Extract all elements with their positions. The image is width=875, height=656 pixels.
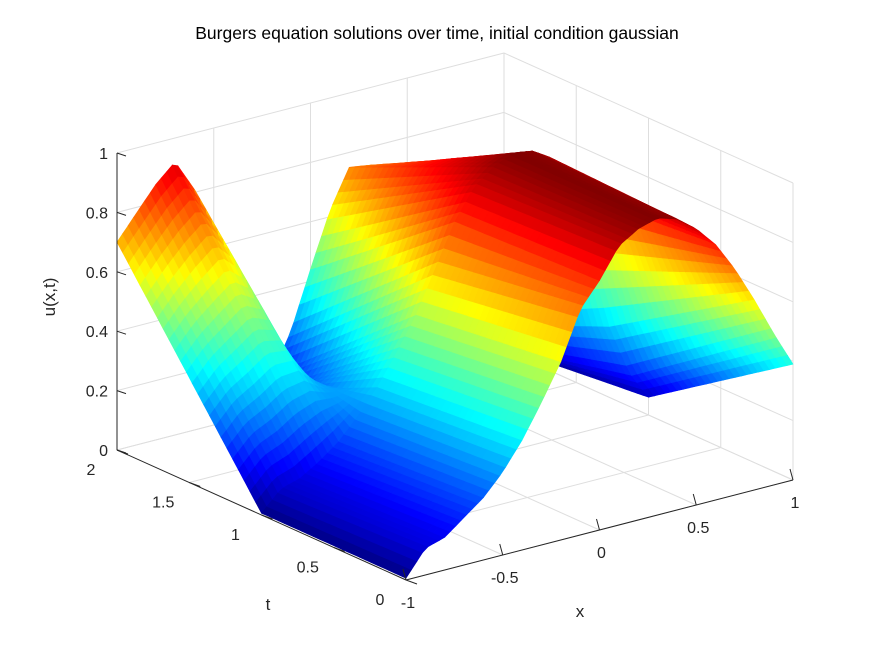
t-tick-mark <box>261 514 273 520</box>
x-tick-label: 0.5 <box>687 520 709 537</box>
z-tick-label: 0.4 <box>86 324 108 341</box>
surface-patch <box>781 355 794 366</box>
t-tick-label: 1.5 <box>152 495 174 512</box>
chart-title: Burgers equation solutions over time, in… <box>195 23 678 43</box>
z-tick-label: 1 <box>99 146 108 163</box>
x-tick-label: -1 <box>401 595 415 612</box>
x-tick-mark <box>499 543 504 556</box>
t-tick-mark <box>189 482 201 487</box>
t-tick-mark <box>405 579 418 585</box>
side-wall-gridline-z <box>503 111 794 243</box>
z-axis-label: u(x,t) <box>40 278 59 317</box>
z-tick-label: 0 <box>99 443 108 460</box>
z-tick-label: 0.6 <box>86 265 108 282</box>
x-tick-label: 1 <box>791 495 800 512</box>
surface-layer <box>116 150 794 579</box>
t-tick-label: 0.5 <box>297 560 319 577</box>
x-tick-mark <box>692 493 697 506</box>
t-tick-label: 0 <box>376 592 385 609</box>
x-tick-mark <box>402 568 407 581</box>
t-tick-label: 1 <box>231 527 240 544</box>
z-tick-label: 0.2 <box>86 384 108 401</box>
x-tick-mark <box>789 468 794 481</box>
z-tick-mark <box>116 211 127 216</box>
t-tick-mark <box>333 547 345 552</box>
x-tick-mark <box>596 518 600 531</box>
z-tick-mark <box>116 152 127 157</box>
side-wall-gridline-z <box>503 52 794 184</box>
t-axis-label: t <box>266 595 271 614</box>
z-tick-mark <box>116 390 127 395</box>
z-tick-mark <box>116 271 127 276</box>
x-tick-label: 0 <box>597 545 606 562</box>
x-tick-label: -0.5 <box>491 570 519 587</box>
back-wall-gridline-z <box>116 52 505 154</box>
z-tick-label: 0.8 <box>86 205 108 222</box>
x-axis-label: x <box>576 602 585 621</box>
t-tick-label: 2 <box>87 462 96 479</box>
z-tick-mark <box>116 330 127 335</box>
z-tick-mark <box>116 449 127 454</box>
